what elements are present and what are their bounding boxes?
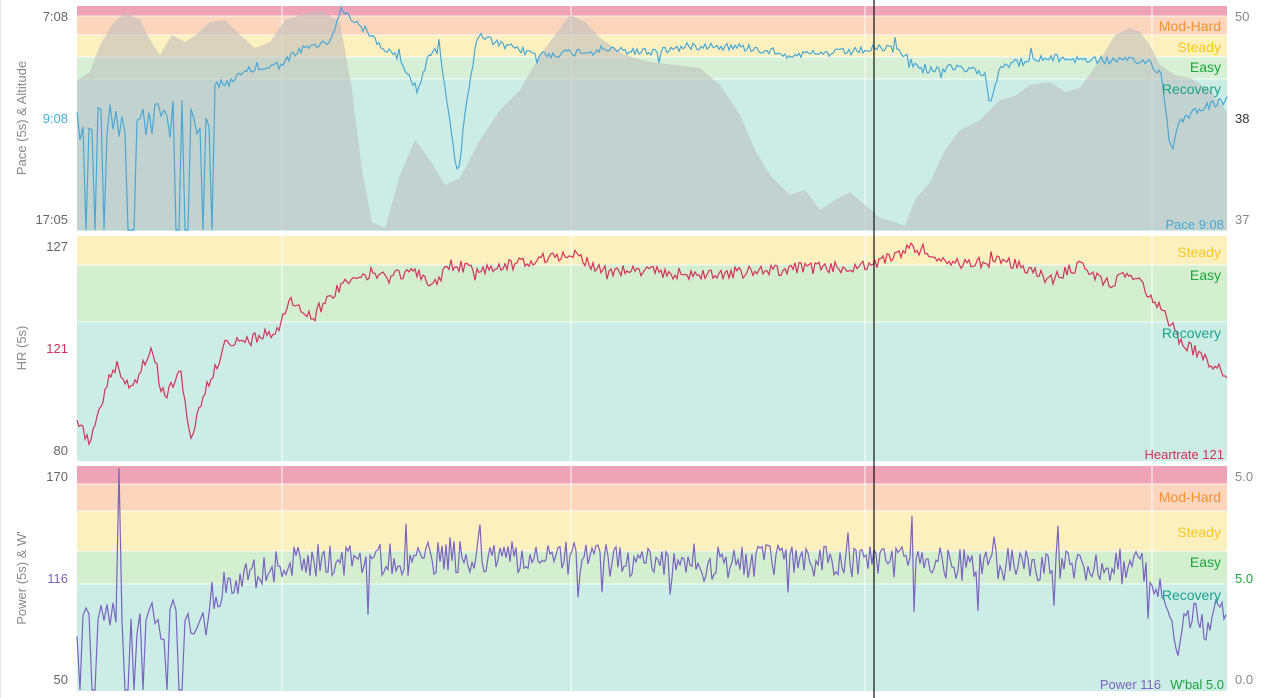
panel-border [0, 0, 1, 698]
left-tick-label: 127 [46, 239, 68, 254]
pace-line [76, 5, 1228, 231]
zone-band-recovery [77, 322, 1227, 461]
y-axis-label: HR (5s) [14, 326, 29, 371]
zone-label-recovery: Recovery [1162, 81, 1221, 97]
zone-label-easy: Easy [1190, 267, 1221, 283]
left-tick-label: 9:08 [43, 111, 68, 126]
left-tick-label: 17:05 [35, 212, 68, 227]
y-axis-label: Pace (5s) & Altitude [14, 61, 29, 175]
right-tick-label: 5.0 [1235, 469, 1253, 484]
heartrate-readout: Heartrate 121 [1145, 447, 1225, 462]
right-tick-label: 5.0 [1235, 571, 1253, 586]
left-tick-label: 121 [46, 341, 68, 356]
chart-panel-3: 170 116 50 5.0 5.0 0.0 Power (5s) & W' Mod-Hard… [14, 466, 1253, 691]
zone-label-easy: Easy [1190, 554, 1221, 570]
left-tick-label: 7:08 [43, 9, 68, 24]
heartrate-line [76, 242, 1228, 447]
zone-band-steady [77, 35, 1227, 57]
zone-band-mod-hard [77, 484, 1227, 511]
zone-band-mod-hard [77, 16, 1227, 35]
zone-label-recovery: Recovery [1162, 587, 1221, 603]
zone-band-easy [77, 265, 1227, 322]
zone-label-mod-hard: Mod-Hard [1159, 489, 1221, 505]
zone-label-steady: Steady [1177, 244, 1221, 260]
wbal-readout: W'bal 5.0 [1170, 677, 1224, 692]
chart-panel-1: 7:08 9:08 17:05 50 38 37 Pace (5s) & Altitude M… [14, 5, 1249, 231]
left-tick-label: 80 [54, 443, 68, 458]
zone-label-mod-hard: Mod-Hard [1159, 18, 1221, 34]
zone-band-recovery [77, 584, 1227, 691]
y-axis-label: Power (5s) & W' [14, 531, 29, 625]
chart-panel-2: 127 121 80 HR (5s) Steady Easy Recovery [14, 236, 1228, 461]
left-tick-label: 50 [54, 672, 68, 687]
left-tick-label: 170 [46, 469, 68, 484]
right-tick-label: 50 [1235, 9, 1249, 24]
zone-band-max [77, 6, 1227, 16]
zone-band-steady [77, 236, 1227, 265]
power-line [76, 467, 1227, 691]
zone-band-steady [77, 511, 1227, 551]
zone-label-steady: Steady [1177, 524, 1221, 540]
right-tick-label: 38 [1235, 111, 1249, 126]
zone-label-easy: Easy [1190, 59, 1221, 75]
altitude-area [77, 10, 1227, 230]
zone-band-max [77, 466, 1227, 484]
power-readout: Power 116 [1100, 677, 1161, 692]
pace-readout: Pace 9:08 [1165, 217, 1224, 232]
right-tick-label: 0.0 [1235, 672, 1253, 687]
zone-label-recovery: Recovery [1162, 325, 1221, 341]
left-tick-label: 116 [47, 571, 68, 586]
right-tick-label: 37 [1235, 212, 1249, 227]
zone-label-steady: Steady [1177, 39, 1221, 55]
